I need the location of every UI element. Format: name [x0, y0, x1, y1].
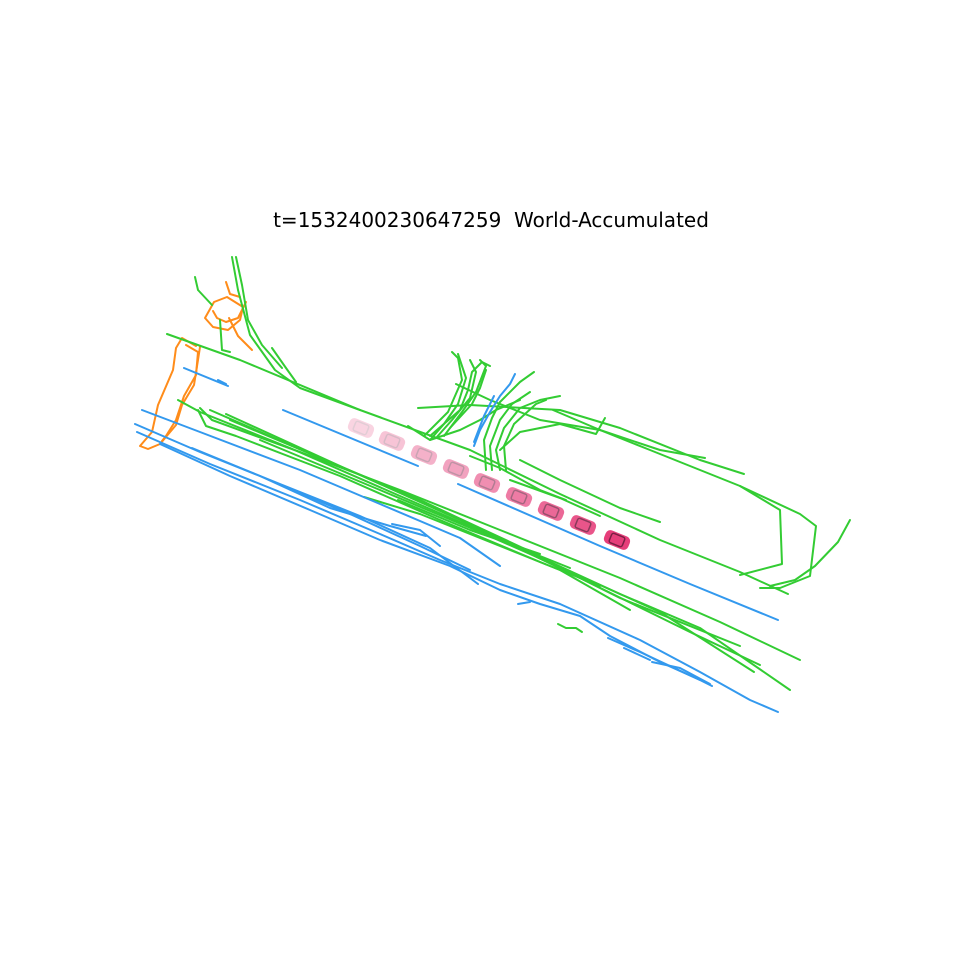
lane-divider	[517, 601, 531, 605]
lane-divider	[651, 661, 711, 685]
lane-divider	[183, 367, 229, 387]
ped-crossing	[204, 296, 244, 331]
lane-divider	[473, 373, 516, 447]
lane-divider	[473, 395, 495, 443]
road-boundary	[229, 419, 571, 569]
ego-vehicle	[378, 431, 406, 451]
ego-vehicle	[347, 418, 375, 438]
ped-crossing	[139, 337, 201, 450]
road-boundary	[271, 347, 297, 383]
ego-vehicle	[473, 473, 501, 493]
ped-crossing	[212, 301, 247, 323]
ego-vehicle	[505, 487, 533, 507]
road-boundary	[503, 399, 547, 471]
lane-divider-layer	[134, 367, 779, 713]
ped-crossing	[161, 344, 199, 442]
road-boundary	[509, 479, 601, 517]
road-boundary	[449, 369, 487, 429]
road-boundary	[407, 399, 521, 441]
road-boundary	[435, 359, 477, 439]
page-title: t=1532400230647259 World-Accumulated	[273, 208, 709, 232]
road-boundary	[231, 256, 361, 411]
road-boundary	[552, 409, 783, 576]
lane-divider	[607, 637, 701, 681]
road-boundary	[429, 361, 491, 437]
ped-crossing	[228, 317, 253, 351]
road-boundary-layer	[166, 256, 851, 691]
lane-divider	[457, 483, 779, 621]
road-boundary	[495, 395, 561, 471]
road-boundary	[519, 459, 661, 523]
ego-vehicle	[442, 459, 470, 479]
lane-divider	[282, 409, 419, 467]
ego-vehicle	[569, 515, 597, 535]
lane-divider	[136, 431, 779, 713]
road-boundary	[166, 333, 789, 595]
ped-crossing-layer	[139, 281, 253, 450]
road-boundary	[363, 496, 631, 611]
ego-vehicle-current	[603, 530, 631, 550]
road-boundary	[557, 623, 583, 633]
lane-divider	[191, 447, 427, 537]
lane-divider	[141, 409, 501, 567]
road-boundary	[219, 319, 231, 353]
road-boundary	[423, 351, 463, 437]
road-boundary	[397, 499, 541, 555]
road-boundary	[417, 404, 745, 475]
lane-divider	[623, 647, 651, 661]
road-boundary	[455, 383, 706, 459]
road-boundary	[194, 276, 213, 306]
road-boundary	[429, 353, 467, 441]
lane-divider	[217, 379, 227, 385]
road-boundary	[769, 519, 851, 587]
lane-divider	[391, 523, 441, 547]
road-boundary	[499, 417, 606, 451]
road-boundary	[235, 256, 283, 369]
road-boundary	[739, 485, 817, 589]
ped-crossing	[225, 281, 241, 298]
ego-vehicle	[410, 445, 438, 465]
road-boundary	[259, 439, 755, 673]
road-boundary	[199, 407, 801, 661]
lane-divider	[287, 487, 471, 571]
ego-vehicle	[537, 501, 565, 521]
ego-trail	[347, 418, 631, 550]
road-boundary	[177, 399, 791, 691]
